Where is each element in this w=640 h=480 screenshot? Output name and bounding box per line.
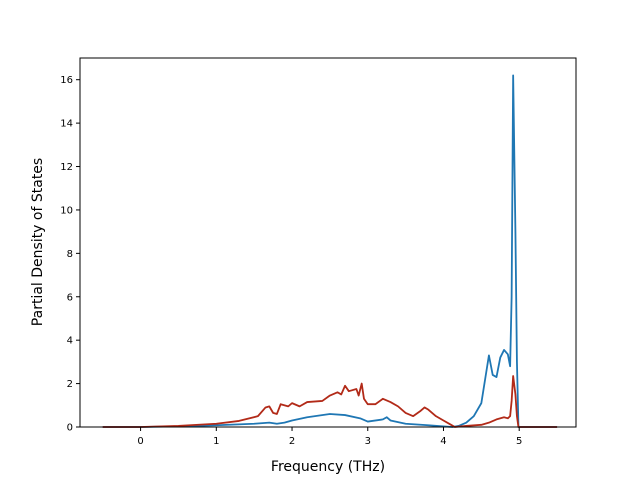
x-tick-label: 5 xyxy=(516,436,522,447)
y-tick-label: 2 xyxy=(67,379,73,390)
series-line-2 xyxy=(102,375,558,428)
x-tick-label: 2 xyxy=(289,436,295,447)
plot-area xyxy=(80,58,576,427)
x-tick-label: 4 xyxy=(440,436,446,447)
series-layer xyxy=(102,74,558,428)
y-tick-label: 4 xyxy=(67,336,73,347)
y-tick-label: 6 xyxy=(67,292,73,303)
x-axis-ticks: 0 1 2 3 4 5 xyxy=(137,427,522,447)
y-axis-title: Partial Density of States xyxy=(30,158,46,326)
x-axis-title: Frequency (THz) xyxy=(271,459,385,475)
x-tick-label: 3 xyxy=(365,436,371,447)
y-tick-label: 10 xyxy=(60,205,73,216)
y-axis-ticks: 0 2 4 6 8 10 12 14 16 xyxy=(60,75,80,434)
y-tick-label: 0 xyxy=(67,423,73,434)
y-tick-label: 16 xyxy=(60,75,73,86)
x-tick-label: 1 xyxy=(213,436,219,447)
y-tick-label: 14 xyxy=(60,119,73,130)
y-tick-label: 8 xyxy=(67,249,73,260)
plot-frame xyxy=(79,57,577,428)
series-line-1 xyxy=(102,74,558,428)
y-tick-label: 12 xyxy=(60,162,73,173)
x-tick-label: 0 xyxy=(137,436,143,447)
